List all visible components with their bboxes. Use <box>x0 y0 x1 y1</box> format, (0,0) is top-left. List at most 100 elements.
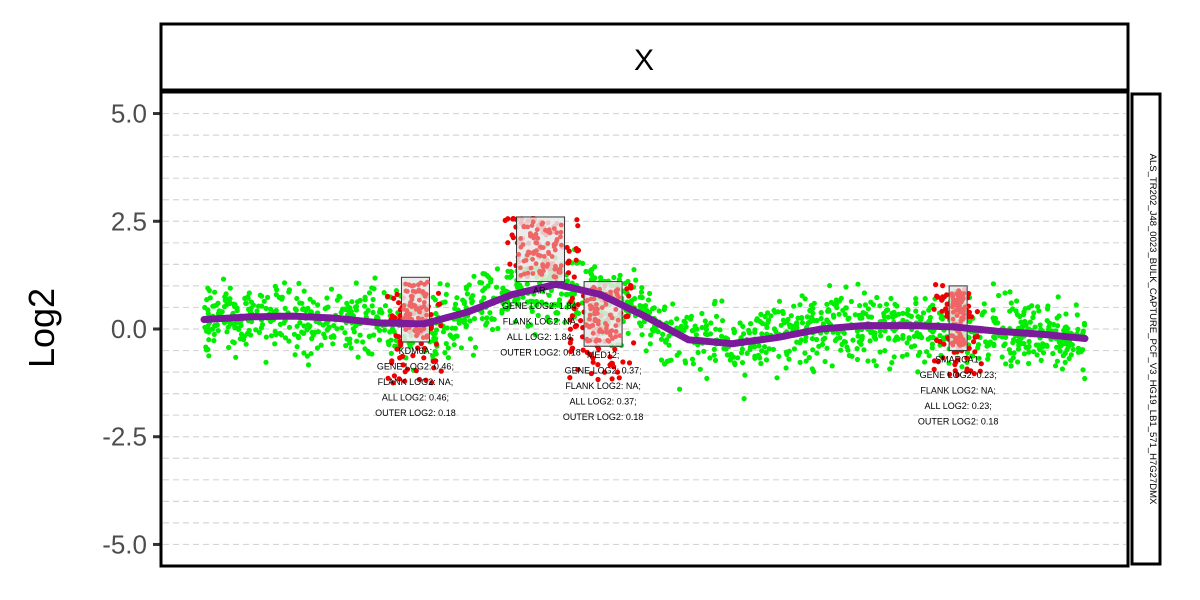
gene-point <box>435 290 442 296</box>
gene-box-point <box>525 224 530 230</box>
probe-point <box>461 319 467 325</box>
probe-point <box>539 299 545 305</box>
probe-point <box>261 298 267 304</box>
probe-point <box>282 305 288 311</box>
probe-point <box>553 317 560 323</box>
probe-point <box>1021 341 1027 347</box>
probe-point <box>212 289 218 295</box>
probe-point <box>305 322 311 328</box>
probe-point <box>308 351 314 357</box>
gene-box-point <box>591 296 597 302</box>
gene-annotation-line: GENE LOG2: 0.23; <box>920 370 997 380</box>
gene-point <box>575 223 581 229</box>
probe-point <box>929 341 936 347</box>
probe-point <box>324 295 330 301</box>
probe-point <box>1034 352 1040 358</box>
probe-point <box>249 319 255 325</box>
gene-box-point <box>540 262 546 268</box>
probe-point <box>693 332 700 338</box>
probe-point <box>1026 349 1032 355</box>
probe-point <box>1075 345 1081 351</box>
probe-point <box>713 326 719 332</box>
probe-point <box>331 334 337 340</box>
probe-point <box>704 375 710 381</box>
probe-point <box>773 329 779 335</box>
probe-point <box>663 339 669 345</box>
probe-point <box>682 320 688 326</box>
gene-box-point <box>554 230 560 236</box>
probe-point <box>1008 300 1014 306</box>
probe-point <box>721 346 727 352</box>
probe-point <box>913 308 919 314</box>
gene-box-point <box>530 256 535 262</box>
probe-point <box>757 355 763 361</box>
probe-point <box>257 292 263 298</box>
probe-point <box>281 280 288 286</box>
gene-point <box>413 368 419 374</box>
probe-point <box>553 310 559 316</box>
probe-point <box>1062 324 1068 331</box>
probe-point <box>858 341 864 347</box>
probe-point <box>984 343 990 349</box>
gene-point <box>628 285 634 291</box>
probe-point <box>889 360 895 366</box>
probe-point <box>387 308 393 314</box>
probe-point <box>770 346 777 352</box>
probe-point <box>926 307 932 313</box>
probe-point <box>854 346 860 352</box>
probe-point <box>529 298 536 305</box>
probe-point <box>824 345 830 351</box>
gene-point <box>572 323 578 330</box>
probe-point <box>741 396 747 402</box>
gene-point <box>565 270 572 276</box>
probe-point <box>389 326 396 332</box>
probe-point <box>1036 308 1042 314</box>
probe-point <box>656 308 662 314</box>
gene-box-point <box>608 289 613 295</box>
probe-point <box>294 344 300 350</box>
gene-box-point <box>558 234 563 240</box>
probe-point <box>247 309 253 315</box>
probe-point <box>454 295 460 301</box>
gene-labels: KDM6A; GENE LOG2: 0.46; FLANK LOG2: NA; ALL… <box>375 286 998 427</box>
gene-point <box>438 368 444 374</box>
probe-point <box>820 321 827 327</box>
probe-point <box>376 327 383 333</box>
probe-point <box>915 352 922 358</box>
gene-point <box>567 317 573 323</box>
gene-point <box>433 341 440 347</box>
probe-point <box>855 281 861 287</box>
probe-point <box>348 345 354 351</box>
probe-point <box>689 328 695 334</box>
probe-point <box>748 321 754 327</box>
probe-point <box>224 329 230 335</box>
probe-point <box>1040 341 1046 347</box>
gene-box-point <box>546 227 552 233</box>
gene-point <box>964 368 970 375</box>
gene-box-point <box>540 220 546 226</box>
probe-point <box>856 312 862 318</box>
probe-point <box>494 266 500 272</box>
probe-point <box>512 319 518 325</box>
probe-point <box>861 290 868 296</box>
probe-point <box>639 285 645 291</box>
gene-box-point <box>613 307 619 312</box>
gene-box-point <box>957 343 963 348</box>
probe-point <box>878 333 884 339</box>
gene-box-point <box>535 252 541 258</box>
probe-point <box>1059 366 1065 372</box>
probe-point <box>803 334 809 340</box>
probe-point <box>243 341 249 347</box>
probe-point <box>917 331 923 338</box>
probe-point <box>220 276 227 282</box>
gene-box-point <box>541 254 547 259</box>
gene-point <box>507 261 513 267</box>
probe-point <box>286 289 292 295</box>
probe-point <box>874 294 880 301</box>
gene-point <box>567 326 574 332</box>
probe-point <box>1030 314 1036 321</box>
gene-point <box>626 293 632 299</box>
gene-point <box>587 351 593 358</box>
gene-annotation-line: GENE LOG2: 0.37; <box>565 366 642 376</box>
gene-point <box>607 354 613 360</box>
